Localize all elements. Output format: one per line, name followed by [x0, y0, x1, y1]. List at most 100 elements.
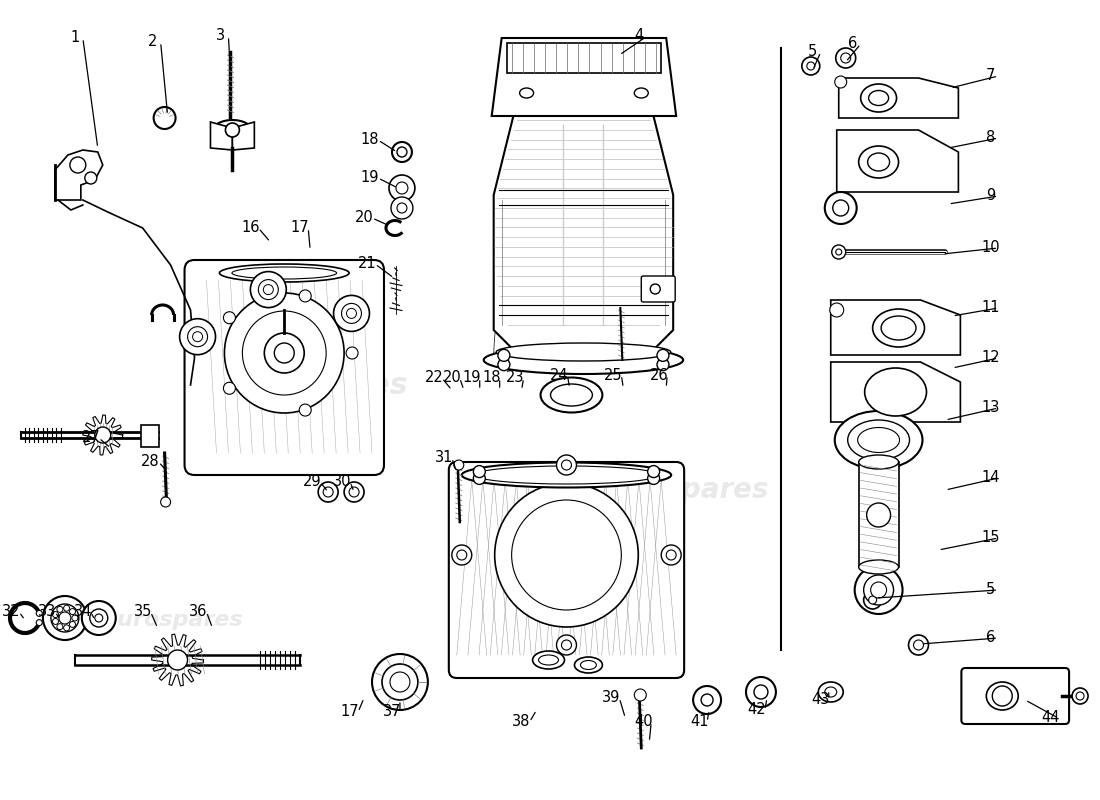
FancyBboxPatch shape [641, 276, 675, 302]
Circle shape [650, 284, 660, 294]
Circle shape [832, 245, 846, 259]
Text: 12: 12 [981, 350, 1000, 366]
Circle shape [452, 545, 472, 565]
Text: 4: 4 [635, 29, 643, 43]
Text: 29: 29 [302, 474, 321, 490]
Text: 18: 18 [483, 370, 500, 386]
Circle shape [870, 582, 887, 598]
Ellipse shape [484, 346, 683, 374]
Circle shape [557, 455, 576, 475]
Ellipse shape [474, 466, 659, 484]
Text: 28: 28 [141, 454, 160, 470]
Ellipse shape [865, 368, 926, 416]
Circle shape [95, 427, 111, 443]
Circle shape [382, 664, 418, 700]
Circle shape [64, 605, 69, 611]
Circle shape [57, 624, 63, 630]
Circle shape [154, 107, 176, 129]
Circle shape [85, 172, 97, 184]
Circle shape [389, 175, 415, 201]
Circle shape [473, 473, 485, 485]
Bar [859, 462, 899, 567]
Circle shape [561, 640, 572, 650]
Polygon shape [55, 150, 102, 200]
Bar [507, 43, 661, 73]
Circle shape [498, 350, 510, 362]
Circle shape [53, 618, 58, 625]
Circle shape [867, 503, 891, 527]
Text: 9: 9 [986, 189, 994, 203]
Circle shape [264, 333, 305, 373]
Ellipse shape [574, 657, 603, 673]
Circle shape [836, 249, 842, 255]
Circle shape [274, 343, 294, 363]
Text: 5: 5 [986, 582, 994, 598]
Circle shape [69, 622, 76, 627]
Text: eurospares: eurospares [102, 610, 243, 630]
Text: eurospares: eurospares [216, 370, 408, 399]
Circle shape [557, 635, 576, 655]
Text: 35: 35 [133, 605, 152, 619]
Text: 30: 30 [333, 474, 351, 490]
Circle shape [224, 293, 344, 413]
Ellipse shape [532, 651, 564, 669]
Text: 37: 37 [383, 705, 402, 719]
Circle shape [226, 123, 240, 137]
Text: 20: 20 [354, 210, 373, 226]
FancyBboxPatch shape [961, 668, 1069, 724]
Circle shape [454, 460, 464, 470]
Ellipse shape [858, 427, 900, 453]
Ellipse shape [539, 655, 559, 665]
Text: 41: 41 [690, 714, 708, 730]
Circle shape [746, 677, 776, 707]
Circle shape [251, 271, 286, 307]
Circle shape [341, 303, 362, 323]
Circle shape [70, 157, 86, 173]
Polygon shape [838, 78, 958, 118]
Text: 6: 6 [986, 630, 994, 646]
Ellipse shape [835, 411, 923, 469]
Circle shape [69, 609, 76, 614]
Ellipse shape [635, 88, 648, 98]
Circle shape [833, 200, 849, 216]
Circle shape [179, 318, 216, 354]
Ellipse shape [496, 343, 671, 361]
Text: 1: 1 [70, 30, 79, 46]
Ellipse shape [540, 378, 603, 413]
Ellipse shape [860, 84, 896, 112]
Text: 43: 43 [812, 693, 830, 707]
Circle shape [299, 404, 311, 416]
Circle shape [223, 382, 235, 394]
Circle shape [188, 326, 208, 346]
Circle shape [701, 694, 713, 706]
FancyBboxPatch shape [449, 462, 684, 678]
Polygon shape [494, 115, 673, 360]
Text: 18: 18 [361, 133, 379, 147]
Text: 5: 5 [808, 45, 817, 59]
Text: 13: 13 [981, 401, 1000, 415]
Text: 44: 44 [1041, 710, 1059, 726]
Circle shape [561, 460, 572, 470]
Bar [141, 425, 158, 447]
Circle shape [90, 609, 108, 627]
Polygon shape [232, 122, 254, 150]
Circle shape [648, 466, 660, 478]
Text: 17: 17 [290, 221, 309, 235]
Text: eurospares: eurospares [593, 476, 769, 504]
Text: 3: 3 [216, 29, 225, 43]
Circle shape [258, 279, 278, 299]
Circle shape [53, 611, 58, 618]
Circle shape [1076, 692, 1084, 700]
Circle shape [992, 686, 1012, 706]
Text: 20: 20 [442, 370, 461, 386]
Circle shape [390, 197, 412, 219]
Circle shape [299, 290, 311, 302]
Circle shape [836, 48, 856, 68]
Circle shape [397, 147, 407, 157]
Ellipse shape [818, 682, 844, 702]
Circle shape [840, 53, 850, 63]
Text: 16: 16 [241, 221, 260, 235]
Circle shape [57, 606, 63, 612]
Circle shape [835, 76, 847, 88]
Text: 8: 8 [986, 130, 994, 146]
